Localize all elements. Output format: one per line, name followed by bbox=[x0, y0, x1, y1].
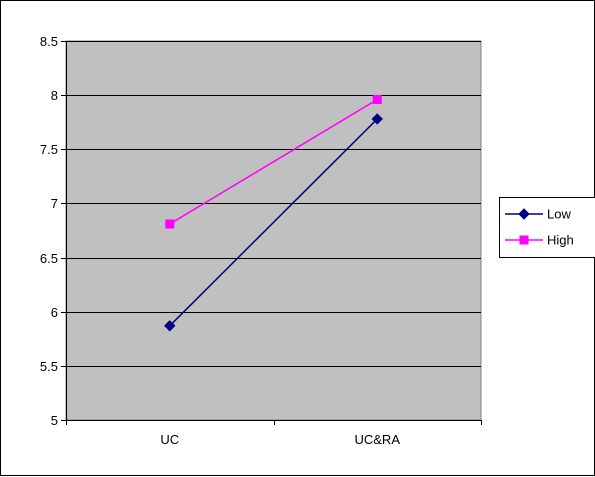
y-tick-label: 5.5 bbox=[40, 359, 58, 374]
y-tick-label: 6 bbox=[51, 305, 58, 320]
y-tick-label: 5 bbox=[51, 413, 58, 428]
y-tick-label: 8 bbox=[51, 88, 58, 103]
y-tick-label: 8.5 bbox=[40, 34, 58, 49]
data-point-high bbox=[373, 95, 381, 103]
x-axis-ticks: UC UC&RA bbox=[67, 420, 482, 447]
legend-label-low: Low bbox=[547, 207, 571, 222]
x-tick-label: UC&RA bbox=[354, 432, 400, 447]
x-tick-label: UC bbox=[160, 432, 179, 447]
data-point-high bbox=[166, 220, 174, 228]
legend-label-high: High bbox=[547, 233, 574, 248]
y-axis-ticks: 5 5.5 6 6.5 7 7.5 8 8.5 bbox=[40, 34, 66, 428]
legend-marker-high bbox=[520, 236, 528, 244]
plot-area bbox=[66, 41, 481, 420]
y-tick-label: 6.5 bbox=[40, 251, 58, 266]
y-tick-label: 7.5 bbox=[40, 142, 58, 157]
y-tick-label: 7 bbox=[51, 196, 58, 211]
legend: Low High bbox=[500, 198, 595, 258]
